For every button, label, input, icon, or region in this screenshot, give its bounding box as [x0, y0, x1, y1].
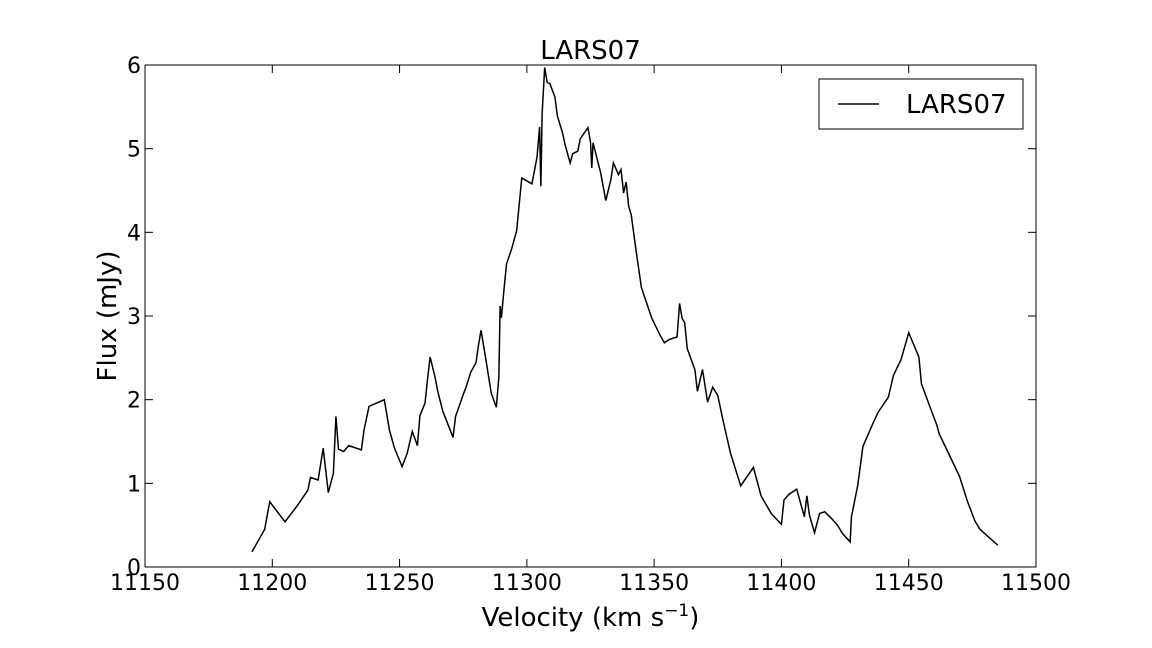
x-tick-label: 11250 [365, 571, 435, 596]
x-tick-label: 11300 [492, 571, 562, 596]
x-axis-title-exponent: −1 [664, 601, 689, 621]
series-line-0 [251, 67, 999, 553]
y-axis-title: Flux (mJy) [93, 251, 123, 382]
x-tick-label: 11500 [1001, 571, 1071, 596]
x-tick-label: 11350 [619, 571, 689, 596]
x-axis: 11150 11200 11250 11300 11350 11400 11450 11500 [110, 65, 1071, 596]
x-axis-title: Velocity (km s−1) [482, 601, 700, 633]
chart-title: LARS07 [540, 36, 641, 66]
x-axis-title-end: ) [689, 603, 699, 633]
y-tick-label: 2 [127, 389, 141, 414]
y-tick-label: 1 [127, 472, 141, 497]
y-tick-label: 0 [127, 556, 141, 581]
legend: LARS07 [818, 78, 1024, 130]
y-tick-label: 5 [127, 138, 141, 163]
x-axis-title-text: Velocity (km s [482, 603, 665, 633]
y-tick-label: 4 [127, 221, 141, 246]
plot-area [144, 64, 1037, 568]
x-tick-label: 11400 [746, 571, 816, 596]
y-axis: 0 1 2 3 4 5 6 [127, 54, 1036, 581]
y-tick-label: 6 [127, 54, 141, 79]
legend-label: LARS07 [906, 90, 1007, 120]
x-tick-label: 11200 [237, 571, 307, 596]
y-tick-label: 3 [127, 305, 141, 330]
x-tick-label: 11450 [874, 571, 944, 596]
x-tick-label: 11150 [110, 571, 180, 596]
